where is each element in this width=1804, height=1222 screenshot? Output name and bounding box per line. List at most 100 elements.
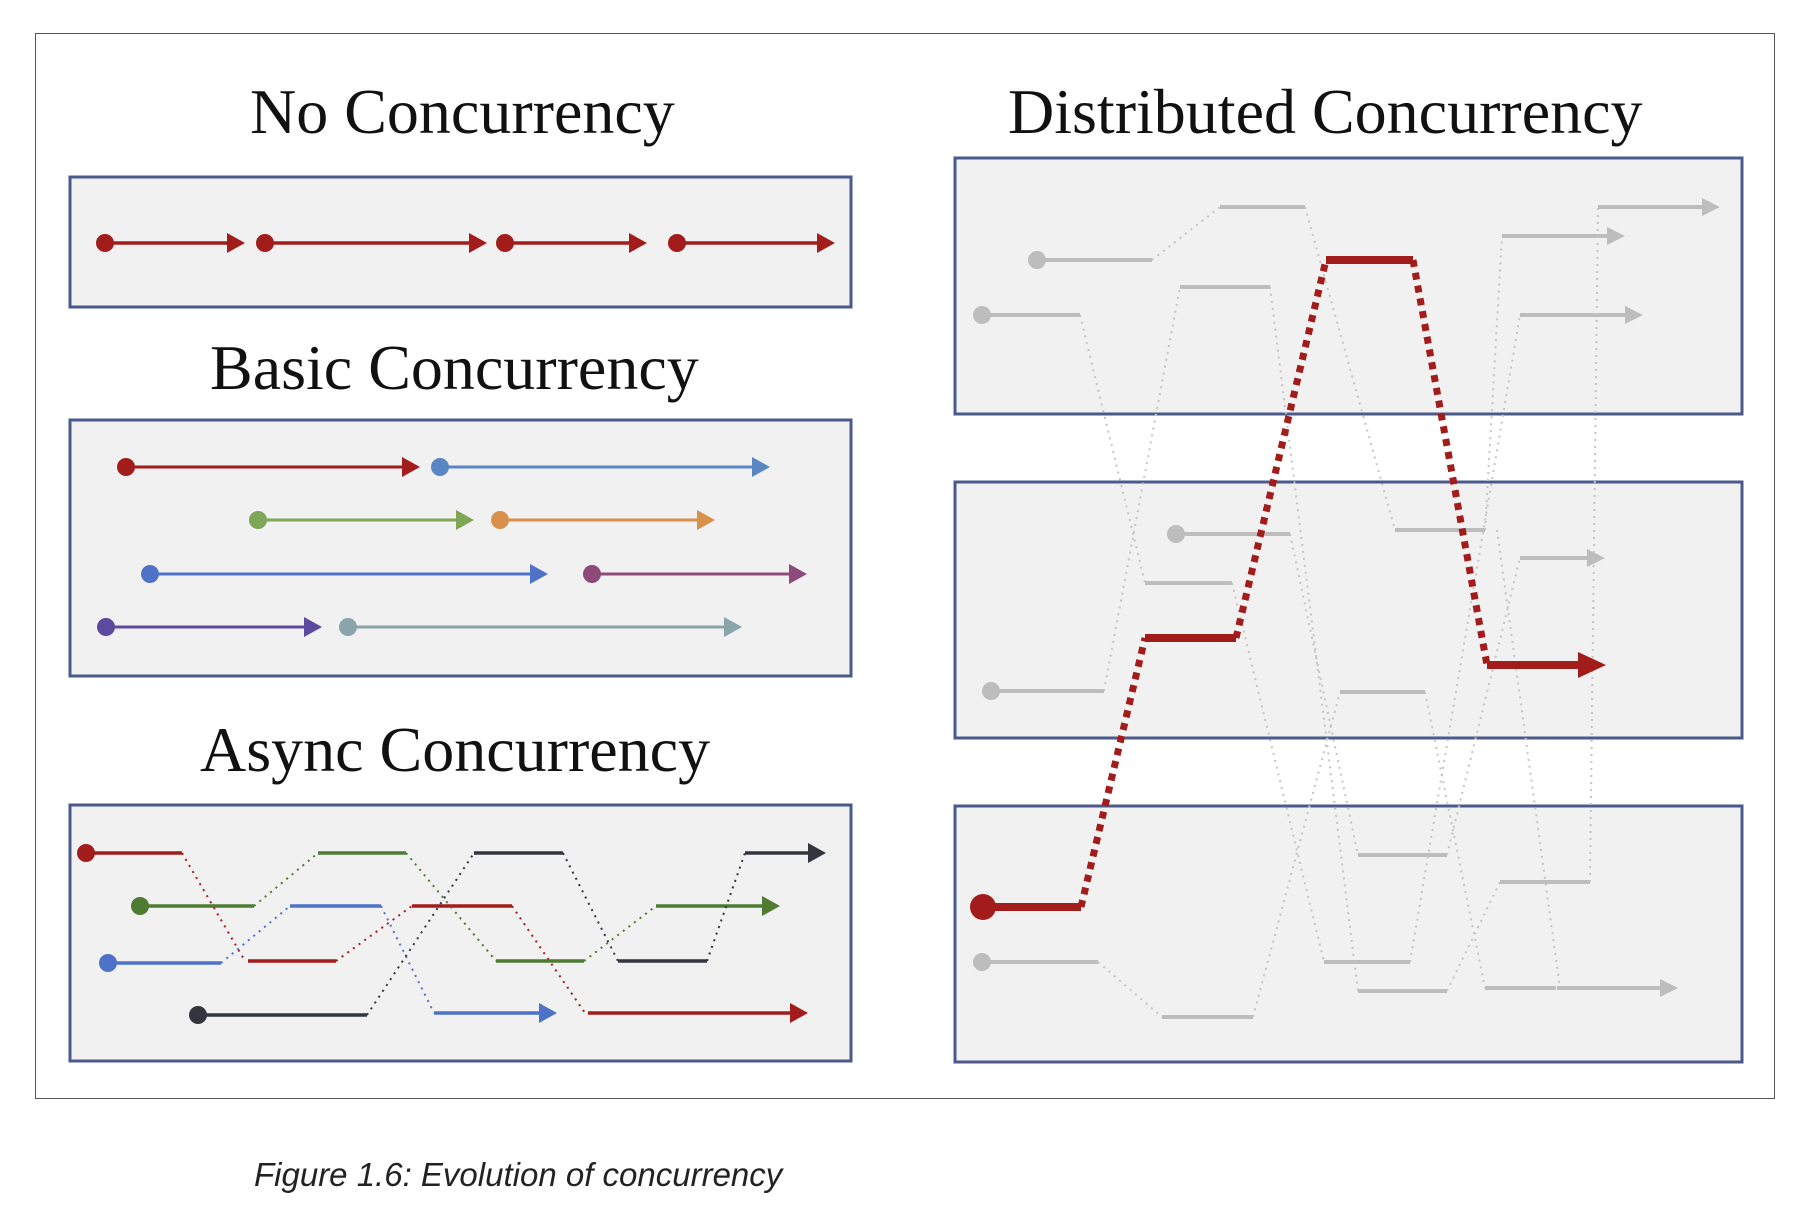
async-red-seg-4-arrowhead [790, 1003, 808, 1023]
async-blue-link-2 [380, 905, 435, 1014]
basic-concurrency-task-4-arrowhead [697, 510, 715, 530]
dist-bg-e-seg-1-start-dot [973, 953, 991, 971]
distributed-node-2 [953, 480, 1744, 740]
async-green-seg-1-start-dot [131, 897, 149, 915]
distributed-concurrency-title: Distributed Concurrency [1008, 76, 1643, 147]
dist-bg-a-seg-4-arrowhead [1607, 227, 1625, 245]
basic-concurrency-task-4-start-dot [491, 511, 509, 529]
no-concurrency-task-3-arrowhead [629, 233, 647, 253]
async-blue-seg-1 [99, 954, 221, 972]
async-green-link-3 [583, 905, 657, 962]
async-dark-seg-1-start-dot [189, 1006, 207, 1024]
async-green-seg-1 [131, 897, 254, 915]
basic-concurrency-task-5-start-dot [141, 565, 159, 583]
dist-bg-a-link-3 [1484, 235, 1503, 531]
dist-bg-e-seg-5-arrowhead [1660, 979, 1678, 997]
no-concurrency-task-1-start-dot [96, 234, 114, 252]
basic-concurrency-task-1-start-dot [117, 458, 135, 476]
dist-bg-d-link-4 [1589, 206, 1599, 883]
basic-concurrency-task-2-start-dot [431, 458, 449, 476]
dist-bg-e-seg-1 [973, 953, 1098, 971]
basic-concurrency-task-1 [117, 457, 420, 477]
no-concurrency-task-1 [96, 233, 245, 253]
async-red-seg-4 [588, 1003, 808, 1023]
dist-bg-e-seg-5 [1557, 979, 1678, 997]
async-blue-link-1 [220, 905, 291, 964]
async-blue-seg-3 [434, 1003, 557, 1023]
async-red-seg-1 [77, 844, 182, 862]
dist-bg-b-seg-1 [973, 306, 1080, 324]
dist-bg-c-seg-3 [1520, 549, 1605, 567]
async-blue-seg-1-start-dot [99, 954, 117, 972]
no-concurrency-task-2 [256, 233, 487, 253]
dist-bg-d-seg-1 [982, 682, 1104, 700]
dist-bg-b-seg-1-start-dot [973, 306, 991, 324]
dist-hl-arrowhead [1578, 652, 1606, 678]
dist-bg-d-seg-5 [1598, 198, 1720, 216]
async-concurrency-panel [68, 803, 853, 1063]
dist-bg-d-seg-1-start-dot [982, 682, 1000, 700]
dist-bg-c-link-1 [1289, 533, 1359, 856]
basic-concurrency-task-6 [583, 564, 807, 584]
async-dark-seg-4-arrowhead [808, 843, 826, 863]
basic-concurrency-task-5-arrowhead [530, 564, 548, 584]
no-concurrency-task-2-arrowhead [469, 233, 487, 253]
async-concurrency-title: Async Concurrency [200, 714, 711, 785]
basic-concurrency-task-8 [339, 617, 742, 637]
dist-bg-a-link-1 [1151, 206, 1221, 261]
no-concurrency-task-1-arrowhead [227, 233, 245, 253]
basic-concurrency-title: Basic Concurrency [210, 332, 699, 403]
distributed-highlight-task [970, 256, 1606, 920]
basic-concurrency-task-2-arrowhead [752, 457, 770, 477]
basic-concurrency-task-2 [431, 457, 770, 477]
no-concurrency-task-2-start-dot [256, 234, 274, 252]
dist-bg-e-link-5 [1496, 529, 1561, 989]
dist-bg-e-link-3 [1424, 691, 1486, 989]
dist-bg-c-seg-1 [1167, 525, 1290, 543]
basic-concurrency-task-7-arrowhead [304, 617, 322, 637]
dist-hl-link-3 [1409, 259, 1491, 666]
dist-bg-d-seg-5-arrowhead [1702, 198, 1720, 216]
async-green-seg-4-arrowhead [762, 896, 780, 916]
no-concurrency-task-3 [496, 233, 647, 253]
dist-bg-c-seg-1-start-dot [1167, 525, 1185, 543]
dist-bg-c-seg-3-arrowhead [1587, 549, 1605, 567]
dist-bg-a-seg-1-start-dot [1028, 251, 1046, 269]
basic-concurrency-task-3-start-dot [249, 511, 267, 529]
dist-bg-c-link-2 [1446, 557, 1521, 856]
basic-concurrency-task-1-arrowhead [402, 457, 420, 477]
basic-concurrency-task-6-start-dot [583, 565, 601, 583]
async-dark-link-1 [366, 852, 475, 1016]
basic-concurrency-task-8-start-dot [339, 618, 357, 636]
basic-concurrency-task-6-arrowhead [789, 564, 807, 584]
basic-concurrency-task-3-arrowhead [456, 510, 474, 530]
dist-bg-e-link-4 [1552, 987, 1557, 991]
distributed-node-1 [953, 156, 1744, 416]
async-dark-seg-1 [189, 1006, 367, 1024]
dist-bg-b-seg-4 [1520, 306, 1643, 324]
no-concurrency-task-4-arrowhead [817, 233, 835, 253]
distributed-node-3 [953, 804, 1744, 1064]
basic-concurrency-task-7-start-dot [97, 618, 115, 636]
async-dark-seg-4 [745, 843, 826, 863]
async-red-seg-1-start-dot [77, 844, 95, 862]
basic-concurrency-task-3 [249, 510, 474, 530]
dist-bg-b-link-3 [1409, 314, 1521, 963]
dist-bg-e-link-1 [1097, 961, 1163, 1018]
basic-concurrency-task-8-arrowhead [724, 617, 742, 637]
async-blue-seg-3-arrowhead [539, 1003, 557, 1023]
figure-caption: Figure 1.6: Evolution of concurrency [254, 1156, 783, 1193]
no-concurrency-task-4-start-dot [668, 234, 686, 252]
async-red-link-2 [335, 905, 413, 962]
dist-bg-b-seg-4-arrowhead [1625, 306, 1643, 324]
dist-hl-start-dot [970, 894, 996, 920]
async-green-link-2 [405, 852, 497, 962]
basic-concurrency-task-7 [97, 617, 322, 637]
async-green-seg-4 [656, 896, 780, 916]
basic-concurrency-task-4 [491, 510, 715, 530]
no-concurrency-task-4 [668, 233, 835, 253]
dist-bg-a-seg-4 [1502, 227, 1625, 245]
no-concurrency-title: No Concurrency [250, 76, 675, 147]
no-concurrency-task-3-start-dot [496, 234, 514, 252]
